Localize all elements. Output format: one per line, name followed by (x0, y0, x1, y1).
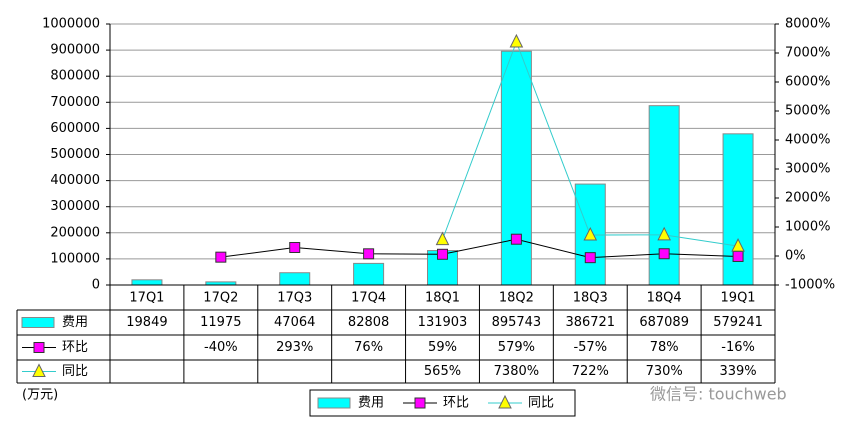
y2-tick-label: 5000% (785, 104, 830, 119)
marker (437, 248, 448, 260)
x-tick-label: 18Q2 (499, 291, 534, 306)
y-tick-label: 1000000 (42, 17, 100, 32)
bar (131, 279, 163, 286)
line (220, 238, 739, 259)
x-tick-label: 17Q3 (277, 291, 312, 306)
table-cell: 11975 (200, 315, 241, 330)
table-cell: 293% (276, 340, 313, 355)
y-tick-label: 100000 (50, 251, 100, 266)
table-cell: 730% (646, 364, 683, 379)
y2-tick-label: 2000% (785, 191, 830, 206)
bar (722, 133, 754, 286)
marker (32, 363, 46, 377)
legend-label: 环比 (443, 396, 469, 411)
legend-label: 费用 (358, 396, 384, 411)
table-cell: -40% (204, 340, 238, 355)
table-cell: 565% (424, 364, 461, 379)
table-cell: 579% (498, 340, 535, 355)
table-cell: 339% (719, 364, 756, 379)
legend-label: 同比 (528, 396, 554, 411)
table-row-label: 费用 (62, 315, 88, 330)
table-cell: 687089 (639, 315, 689, 330)
y2-tick-label: 6000% (785, 75, 830, 90)
marker (414, 397, 426, 409)
y2-tick-label: 1000% (785, 220, 830, 235)
x-tick-label: 17Q1 (129, 291, 164, 306)
watermark: 微信号: touchweb (650, 385, 787, 404)
y-tick-label: 700000 (50, 95, 100, 110)
y2-tick-label: 0% (785, 249, 806, 264)
marker (435, 231, 450, 246)
y-tick-label: 500000 (50, 147, 100, 162)
table-row-label: 同比 (62, 364, 88, 379)
table-cell: -57% (573, 340, 607, 355)
marker (289, 242, 301, 254)
x-tick-label: 17Q4 (351, 291, 386, 306)
x-tick-label: 18Q1 (425, 291, 460, 306)
bar (500, 50, 532, 286)
table-row-label: 环比 (62, 340, 88, 355)
marker (583, 226, 598, 241)
y-tick-label: 400000 (50, 173, 100, 188)
table-cell: 7380% (494, 364, 539, 379)
y-tick-label: 0 (92, 278, 100, 293)
legend-swatch (317, 397, 351, 409)
marker (509, 33, 524, 48)
table-cell: 76% (354, 340, 383, 355)
legend-box (309, 389, 576, 417)
x-tick-label: 17Q2 (203, 291, 238, 306)
x-tick-label: 18Q4 (647, 291, 682, 306)
marker (510, 233, 522, 245)
y-tick-label: 900000 (50, 43, 100, 58)
y-tick-label: 300000 (50, 199, 100, 214)
marker (215, 251, 227, 263)
table-cell: 131903 (418, 315, 468, 330)
table-cell: 386721 (565, 315, 615, 330)
y2-tick-label: -1000% (785, 278, 835, 293)
marker (732, 250, 744, 262)
table-cell: 579241 (713, 315, 763, 330)
marker (731, 238, 745, 252)
marker (584, 252, 596, 264)
table-cell: 19849 (126, 315, 167, 330)
marker (498, 394, 512, 409)
table-cell: -16% (721, 340, 755, 355)
x-tick-label: 18Q3 (573, 291, 608, 306)
table-cell: 722% (572, 364, 609, 379)
table-cell: 59% (428, 340, 457, 355)
bar (279, 272, 311, 286)
x-tick-label: 19Q1 (721, 291, 756, 306)
table-cell: 82808 (348, 315, 389, 330)
marker (363, 248, 375, 260)
marker (33, 342, 45, 353)
bar (353, 262, 385, 286)
y2-tick-label: 7000% (785, 46, 830, 61)
y2-tick-label: 4000% (785, 133, 830, 148)
table-cell: 895743 (492, 315, 542, 330)
table-cell: 78% (650, 340, 679, 355)
legend-swatch (21, 317, 55, 328)
table-cell: 47064 (274, 315, 315, 330)
y2-tick-label: 8000% (785, 17, 830, 32)
y-tick-label: 600000 (50, 121, 100, 136)
unit-label: (万元) (22, 388, 58, 403)
y2-tick-label: 3000% (785, 162, 830, 177)
y-tick-label: 200000 (50, 225, 100, 240)
marker (658, 248, 670, 260)
marker (657, 226, 671, 241)
y-tick-label: 800000 (50, 69, 100, 84)
